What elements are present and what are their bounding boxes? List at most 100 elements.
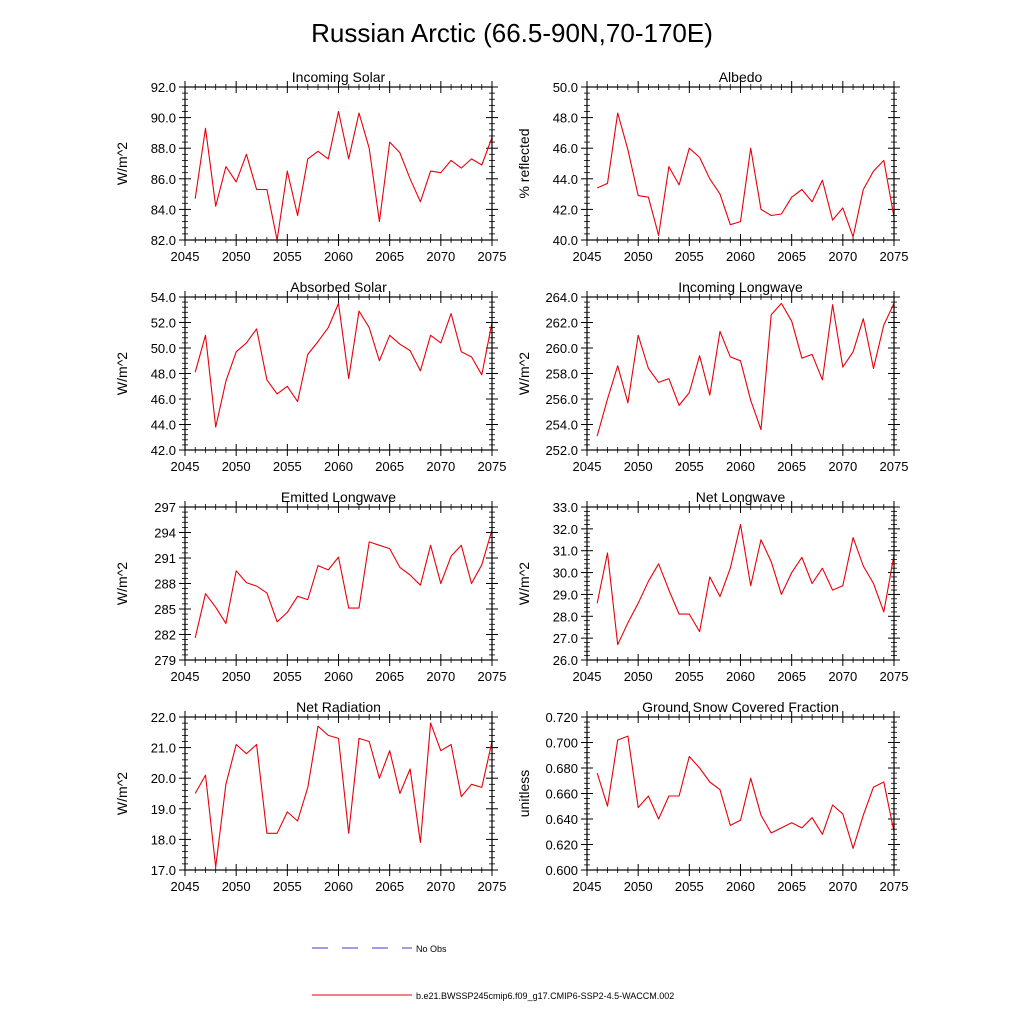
x-tick-label: 2045 (573, 249, 602, 264)
x-tick-label: 2050 (624, 879, 653, 894)
x-tick-label: 2060 (726, 879, 755, 894)
legend: No Obs b.e21.BWSSP245cmip6.f09_g17.CMIP6… (312, 944, 674, 1001)
y-tick-label: 285 (154, 602, 176, 617)
y-tick-label: 262.0 (545, 316, 578, 331)
x-tick-label: 2075 (478, 459, 507, 474)
y-tick-label: 28.0 (553, 609, 578, 624)
y-tick-label: 279 (154, 653, 176, 668)
series-line (596, 735, 895, 849)
x-tick-label: 2075 (478, 669, 507, 684)
y-tick-label: 44.0 (553, 172, 578, 187)
legend-label-no-obs: No Obs (416, 944, 447, 954)
x-tick-label: 2070 (426, 669, 455, 684)
plot-frame (184, 296, 493, 451)
x-tick-label: 2050 (624, 459, 653, 474)
y-tick-label: 0.720 (545, 710, 578, 725)
y-tick-label: 297 (154, 500, 176, 515)
y-tick-label: 288 (154, 577, 176, 592)
x-tick-label: 2055 (273, 249, 302, 264)
y-tick-label: 42.0 (553, 202, 578, 217)
plot-frame (586, 506, 895, 661)
y-axis-label: unitless (516, 770, 532, 817)
plot-frame (586, 296, 895, 451)
x-tick-label: 2045 (171, 879, 200, 894)
x-tick-label: 2060 (324, 459, 353, 474)
y-tick-label: 252.0 (545, 443, 578, 458)
chart-panel: Ground Snow Covered Fraction unitless 2045… (516, 699, 908, 894)
x-tick-label: 2070 (426, 879, 455, 894)
panel-title: Incoming Longwave (678, 279, 803, 295)
plot-frame (586, 716, 895, 871)
x-tick-label: 2055 (675, 249, 704, 264)
y-tick-label: 33.0 (553, 500, 578, 515)
legend-label-model-run: b.e21.BWSSP245cmip6.f09_g17.CMIP6-SSP2-4… (416, 991, 674, 1001)
y-tick-label: 22.0 (151, 710, 176, 725)
x-tick-label: 2050 (222, 669, 251, 684)
x-tick-label: 2055 (675, 459, 704, 474)
y-tick-label: 256.0 (545, 392, 578, 407)
x-tick-label: 2075 (478, 879, 507, 894)
panel-title: Ground Snow Covered Fraction (642, 699, 839, 715)
x-tick-label: 2065 (375, 249, 404, 264)
x-tick-label: 2060 (324, 879, 353, 894)
y-tick-label: 46.0 (553, 141, 578, 156)
y-axis-label: W/m^2 (516, 352, 532, 395)
y-tick-label: 17.0 (151, 863, 176, 878)
x-tick-label: 2070 (828, 669, 857, 684)
y-tick-label: 258.0 (545, 367, 578, 382)
y-tick-label: 21.0 (151, 741, 176, 756)
panel-title: Incoming Solar (292, 69, 386, 85)
y-tick-label: 40.0 (553, 233, 578, 248)
x-tick-label: 2045 (573, 669, 602, 684)
y-tick-label: 86.0 (151, 172, 176, 187)
x-tick-label: 2075 (880, 249, 909, 264)
y-axis-label: W/m^2 (114, 562, 130, 605)
series-line (194, 302, 493, 428)
x-tick-label: 2070 (828, 879, 857, 894)
y-axis-label: % reflected (516, 128, 532, 198)
series-line (194, 110, 493, 241)
x-tick-label: 2060 (324, 249, 353, 264)
y-tick-label: 254.0 (545, 418, 578, 433)
y-tick-label: 264.0 (545, 290, 578, 305)
series-line (596, 302, 895, 437)
panel-title: Albedo (719, 69, 763, 85)
y-tick-label: 260.0 (545, 341, 578, 356)
x-tick-label: 2050 (624, 249, 653, 264)
y-axis-label: W/m^2 (516, 562, 532, 605)
x-tick-label: 2070 (426, 249, 455, 264)
x-tick-label: 2060 (324, 669, 353, 684)
x-tick-label: 2050 (222, 249, 251, 264)
x-tick-label: 2065 (777, 879, 806, 894)
y-tick-label: 0.700 (545, 736, 578, 751)
chart-panel: Net Longwave W/m^2 2045 2050 2055 2060 2065 207… (516, 489, 908, 684)
y-tick-label: 30.0 (553, 566, 578, 581)
y-tick-label: 20.0 (151, 771, 176, 786)
y-tick-label: 48.0 (553, 111, 578, 126)
x-tick-label: 2060 (726, 249, 755, 264)
x-tick-label: 2075 (880, 459, 909, 474)
chart-panel: Albedo % reflected 2045 2050 2055 2060 2065 207… (516, 69, 908, 264)
y-tick-label: 26.0 (553, 653, 578, 668)
chart-panel: Net Radiation W/m^2 2045 2050 2055 2060 2065 20… (114, 699, 506, 894)
y-tick-label: 84.0 (151, 202, 176, 217)
panel-title: Absorbed Solar (290, 279, 387, 295)
x-tick-label: 2050 (624, 669, 653, 684)
y-tick-label: 29.0 (553, 587, 578, 602)
x-tick-label: 2075 (478, 249, 507, 264)
y-tick-label: 294 (154, 526, 176, 541)
series-line (596, 112, 895, 238)
y-tick-label: 82.0 (151, 233, 176, 248)
y-tick-label: 19.0 (151, 802, 176, 817)
x-tick-label: 2070 (426, 459, 455, 474)
chart-panel: Incoming Solar W/m^2 2045 2050 2055 2060 2065 2… (114, 69, 506, 264)
panels-group: Incoming Solar W/m^2 2045 2050 2055 2060 2065 2… (114, 69, 908, 894)
x-tick-label: 2045 (171, 669, 200, 684)
x-tick-label: 2060 (726, 669, 755, 684)
panel-title: Net Longwave (696, 489, 786, 505)
x-tick-label: 2065 (375, 459, 404, 474)
x-tick-label: 2065 (777, 459, 806, 474)
x-tick-label: 2065 (777, 249, 806, 264)
plot-frame (184, 506, 493, 661)
series-line (194, 529, 493, 639)
